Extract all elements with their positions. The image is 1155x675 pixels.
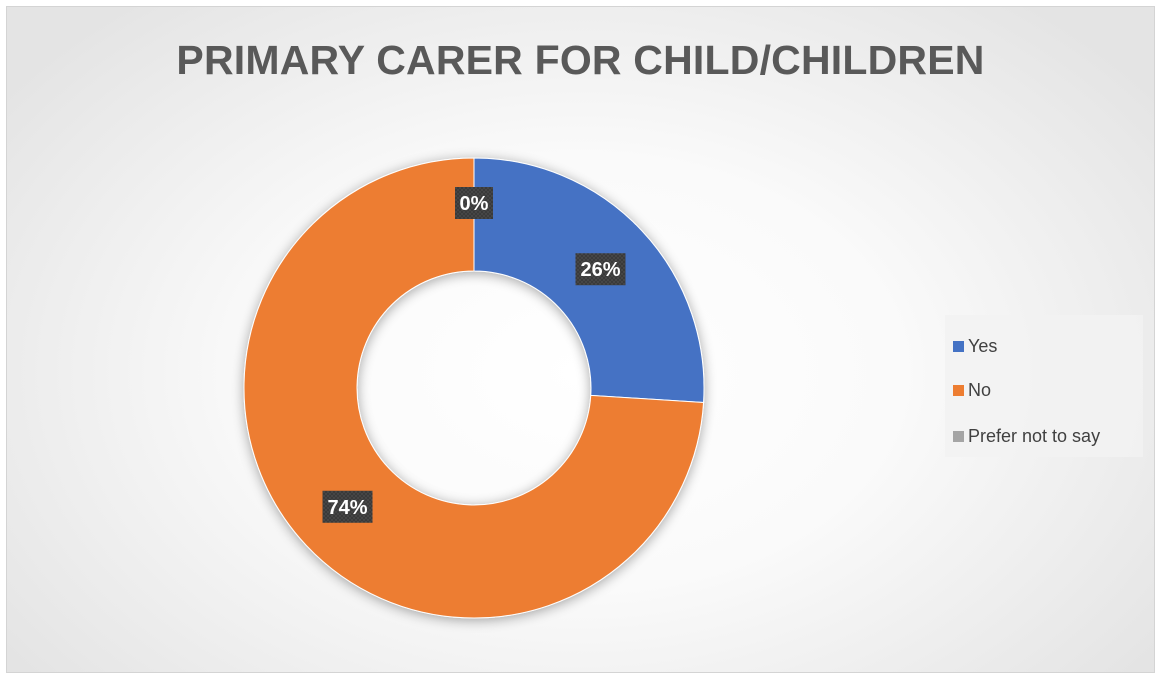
legend-item-yes: Yes	[953, 335, 997, 357]
legend-item-no: No	[953, 379, 991, 401]
legend-label-no: No	[968, 379, 992, 400]
data-label-prefer-not-to-say: 0%	[455, 187, 493, 219]
legend-item-prefer-not-to-say: Prefer not to say	[953, 425, 1100, 447]
legend-swatch-no	[953, 384, 964, 396]
chart-title: PRIMARY CARER FOR CHILD/CHILDREN	[176, 37, 985, 83]
data-label-text-no: 74%	[328, 497, 368, 519]
data-label-yes: 26%	[575, 253, 626, 286]
legend-swatch-prefer-not-to-say	[953, 430, 964, 442]
data-label-box-prefer-not-to-say	[455, 187, 493, 219]
chart-legend: Yes No Prefer not to say	[945, 315, 1143, 457]
data-label-box-no	[322, 490, 373, 523]
donut-chart: 26% 74% 0%	[243, 157, 705, 619]
data-label-no: 74%	[322, 490, 373, 523]
chart-area: PRIMARY CARER FOR CHILD/CHILDREN 26% 74% 0…	[6, 6, 1155, 673]
legend-label-prefer-not-to-say: Prefer not to say	[968, 425, 1101, 446]
legend-label-yes: Yes	[968, 335, 998, 356]
legend-swatch-yes	[953, 340, 964, 352]
data-label-box-yes	[575, 253, 626, 286]
data-label-text-yes: 26%	[580, 259, 620, 281]
data-label-text-prefer-not-to-say: 0%	[460, 193, 489, 215]
